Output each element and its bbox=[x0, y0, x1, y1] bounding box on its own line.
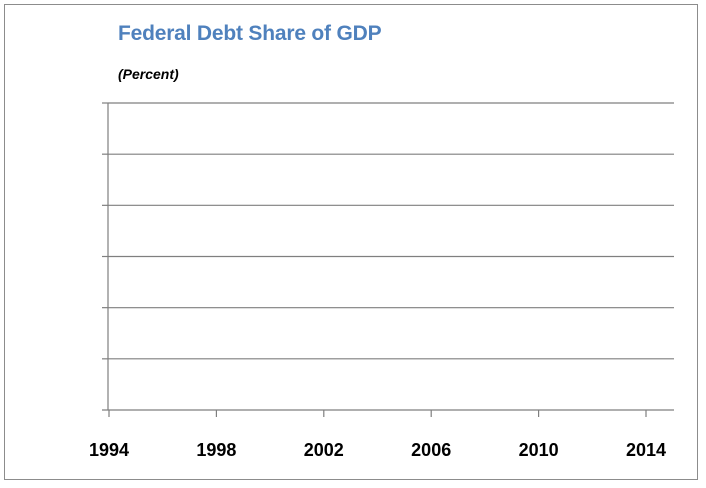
chart-title: Federal Debt Share of GDP bbox=[118, 22, 382, 45]
x-tick-labels: 1994 1998 2002 2006 2010 2014 bbox=[89, 440, 666, 460]
x-tick-label: 2014 bbox=[626, 440, 666, 460]
chart-subtitle: (Percent) bbox=[118, 66, 179, 82]
axes bbox=[102, 103, 674, 411]
chart-frame bbox=[4, 4, 698, 480]
x-tick-label: 2010 bbox=[519, 440, 559, 460]
x-tick-label: 1994 bbox=[89, 440, 129, 460]
x-tick-label: 1998 bbox=[196, 440, 236, 460]
x-tick-label: 2002 bbox=[304, 440, 344, 460]
gridlines bbox=[102, 102, 674, 360]
x-tick-label: 2006 bbox=[411, 440, 451, 460]
x-ticks bbox=[108, 410, 647, 417]
